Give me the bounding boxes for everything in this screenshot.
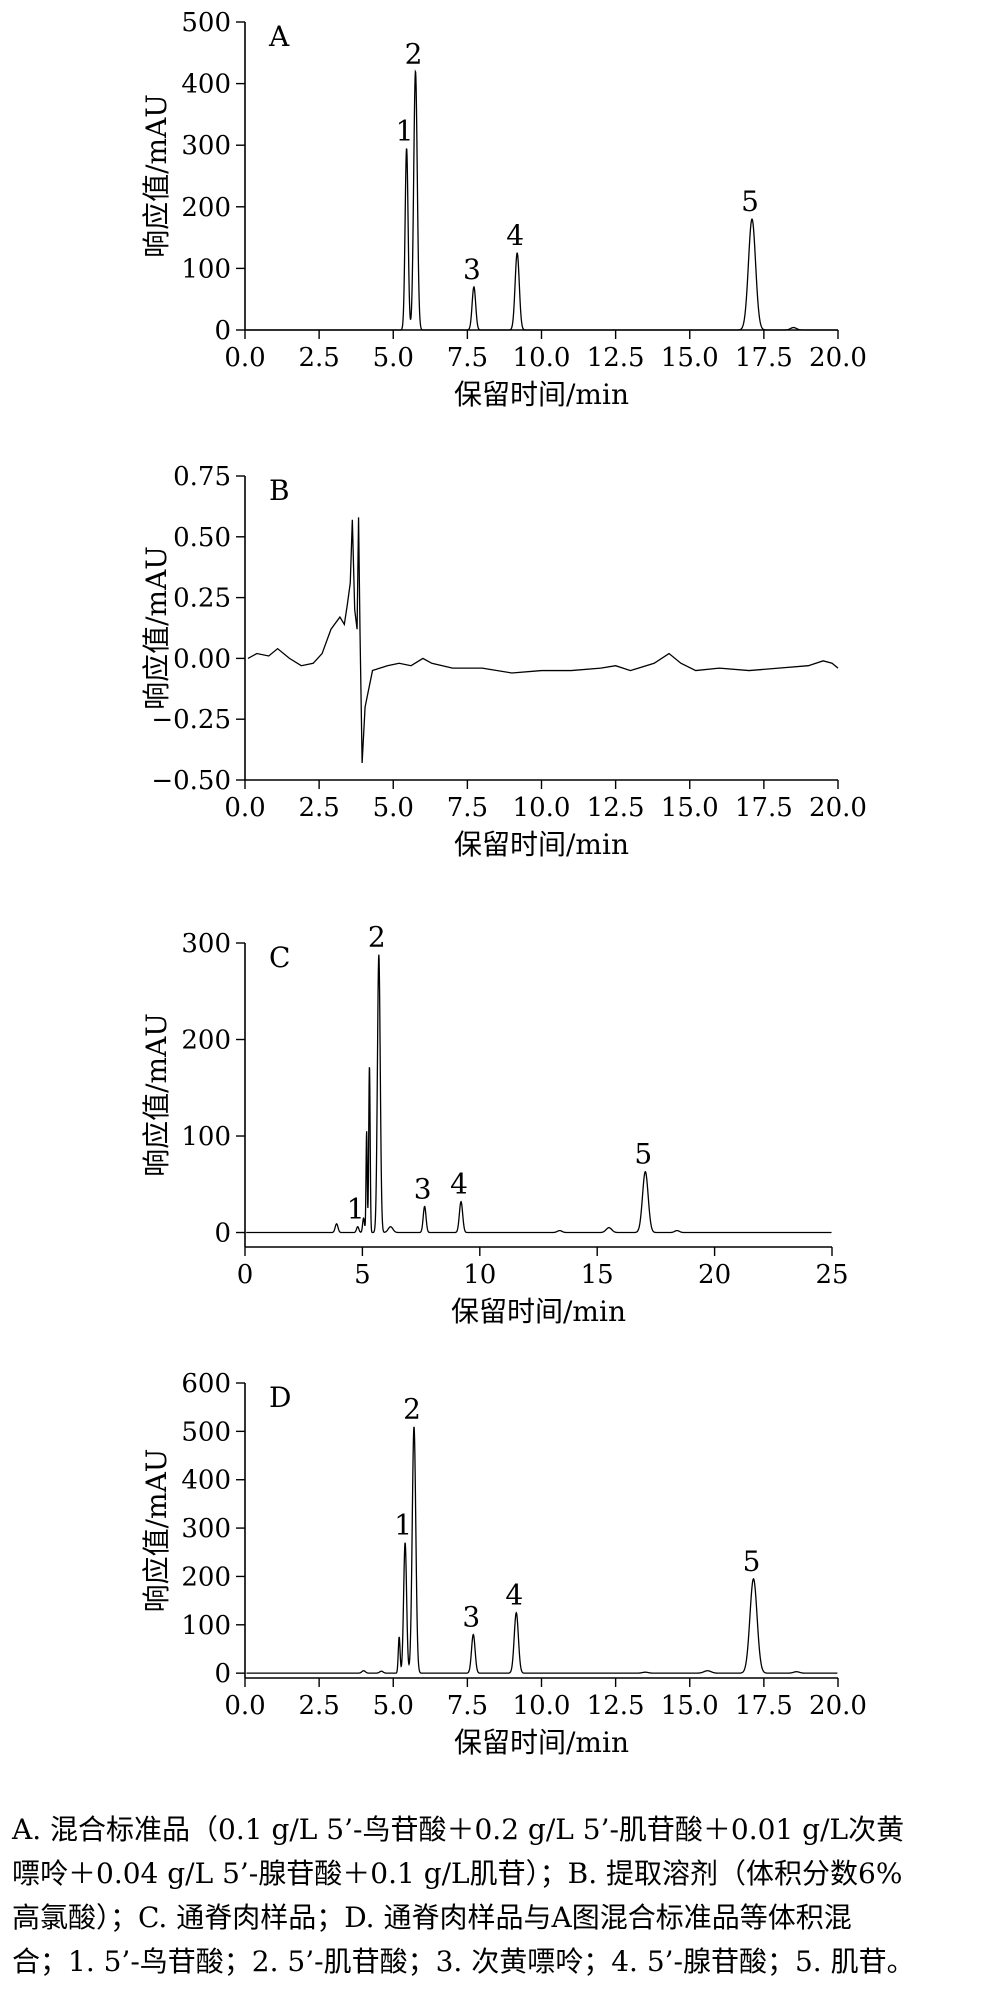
x-tick-label: 17.5: [735, 343, 793, 373]
peak-label: 3: [463, 253, 481, 286]
y-axis-label: 响应值/mAU: [140, 94, 173, 258]
y-tick-label: 200: [181, 193, 231, 223]
peak-label: 1: [396, 114, 414, 147]
x-tick-label: 0: [237, 1260, 254, 1290]
x-tick-label: 15.0: [661, 343, 719, 373]
y-tick-label: −0.50: [151, 766, 231, 796]
peak-label: 3: [462, 1600, 480, 1633]
chromatogram-trace: [246, 69, 838, 331]
y-tick-label: 0.00: [173, 644, 231, 674]
x-tick-label: 5.0: [373, 1691, 414, 1721]
x-tick-label: 2.5: [298, 793, 339, 823]
x-tick-label: 10.0: [513, 343, 571, 373]
x-axis-label: 保留时间/min: [454, 378, 629, 411]
peak-label: 2: [403, 1393, 421, 1426]
panel-letter: C: [269, 941, 290, 974]
y-tick-label: 500: [181, 1417, 231, 1447]
x-tick-label: 7.5: [447, 343, 488, 373]
x-tick-label: 10.0: [513, 1691, 571, 1721]
peak-label: 4: [505, 1579, 523, 1612]
y-axis-label: 响应值/mAU: [140, 546, 173, 710]
y-tick-label: 300: [181, 1514, 231, 1544]
x-tick-label: 7.5: [447, 1691, 488, 1721]
x-axis-label: 保留时间/min: [451, 1295, 626, 1328]
peak-label: 1: [394, 1509, 412, 1542]
x-tick-label: 20.0: [809, 793, 867, 823]
x-tick-label: 7.5: [447, 793, 488, 823]
y-tick-label: 0.50: [173, 523, 231, 553]
x-tick-label: 20.0: [809, 343, 867, 373]
y-tick-label: 600: [181, 1369, 231, 1399]
x-axis-label: 保留时间/min: [454, 1726, 629, 1759]
y-tick-label: 0: [214, 1219, 231, 1249]
y-tick-label: 0.25: [173, 584, 231, 614]
chromatogram-trace: [246, 1426, 838, 1674]
y-tick-label: 100: [181, 1122, 231, 1152]
x-tick-label: 2.5: [298, 343, 339, 373]
y-tick-label: 0.75: [173, 462, 231, 492]
x-tick-label: 12.5: [587, 1691, 645, 1721]
x-tick-label: 5: [354, 1260, 371, 1290]
y-tick-label: 200: [181, 1026, 231, 1056]
caption-line: A. 混合标准品（0.1 g/L 5’-鸟苷酸＋0.2 g/L 5’-肌苷酸＋0…: [12, 1813, 905, 1846]
x-tick-label: 17.5: [735, 1691, 793, 1721]
y-axis-label: 响应值/mAU: [140, 1013, 173, 1177]
peak-label: 4: [450, 1168, 468, 1201]
y-tick-label: 400: [181, 1466, 231, 1496]
y-tick-label: 0: [214, 1659, 231, 1689]
y-tick-label: 200: [181, 1562, 231, 1592]
x-tick-label: 5.0: [373, 343, 414, 373]
x-tick-label: 5.0: [373, 793, 414, 823]
peak-label: 2: [405, 37, 423, 70]
x-tick-label: 12.5: [587, 793, 645, 823]
peak-label: 1: [347, 1193, 365, 1226]
y-tick-label: 100: [181, 254, 231, 284]
x-tick-label: 10.0: [513, 793, 571, 823]
x-tick-label: 20: [698, 1260, 731, 1290]
y-tick-label: 100: [181, 1611, 231, 1641]
chromatogram-trace: [247, 517, 839, 764]
y-tick-label: −0.25: [151, 705, 231, 735]
x-tick-label: 25: [815, 1260, 848, 1290]
x-tick-label: 0.0: [224, 1691, 265, 1721]
x-axis-label: 保留时间/min: [454, 828, 629, 861]
caption-line: 合；1. 5’-鸟苷酸；2. 5’-肌苷酸；3. 次黄嘌呤；4. 5’-腺苷酸；…: [12, 1945, 915, 1978]
panel-letter: A: [268, 20, 290, 53]
peak-label: 5: [743, 1545, 761, 1578]
x-tick-label: 12.5: [587, 343, 645, 373]
x-tick-label: 2.5: [298, 1691, 339, 1721]
x-tick-label: 17.5: [735, 793, 793, 823]
peak-label: 5: [741, 185, 759, 218]
x-tick-label: 15.0: [661, 793, 719, 823]
x-tick-label: 15.0: [661, 1691, 719, 1721]
y-tick-label: 0: [214, 316, 231, 346]
caption-line: 嘌呤＋0.04 g/L 5’-腺苷酸＋0.1 g/L肌苷）；B. 提取溶剂（体积…: [12, 1857, 903, 1890]
x-tick-label: 20.0: [809, 1691, 867, 1721]
chromatogram-trace: [246, 954, 832, 1234]
figure-caption: A. 混合标准品（0.1 g/L 5’-鸟苷酸＋0.2 g/L 5’-肌苷酸＋0…: [12, 1808, 992, 1984]
peak-label: 5: [634, 1138, 652, 1171]
peak-label: 3: [414, 1172, 432, 1205]
x-tick-label: 0.0: [224, 343, 265, 373]
panel-letter: D: [269, 1381, 291, 1414]
panel-letter: B: [269, 474, 290, 507]
peak-label: 4: [506, 219, 524, 252]
x-tick-label: 0.0: [224, 793, 265, 823]
caption-line: 高氯酸）；C. 通脊肉样品；D. 通脊肉样品与A图混合标准品等体积混: [12, 1901, 852, 1934]
y-axis-label: 响应值/mAU: [140, 1449, 173, 1613]
y-tick-label: 300: [181, 131, 231, 161]
x-tick-label: 10: [463, 1260, 496, 1290]
chromatogram-figure: 0.0 2.5 5.0 7.5 10.0 12.5 15.0 17.5 20.001002003…: [140, 8, 867, 1759]
peak-label: 2: [368, 921, 386, 954]
x-tick-label: 15: [581, 1260, 614, 1290]
y-tick-label: 300: [181, 929, 231, 959]
y-tick-label: 400: [181, 70, 231, 100]
y-tick-label: 500: [181, 8, 231, 38]
